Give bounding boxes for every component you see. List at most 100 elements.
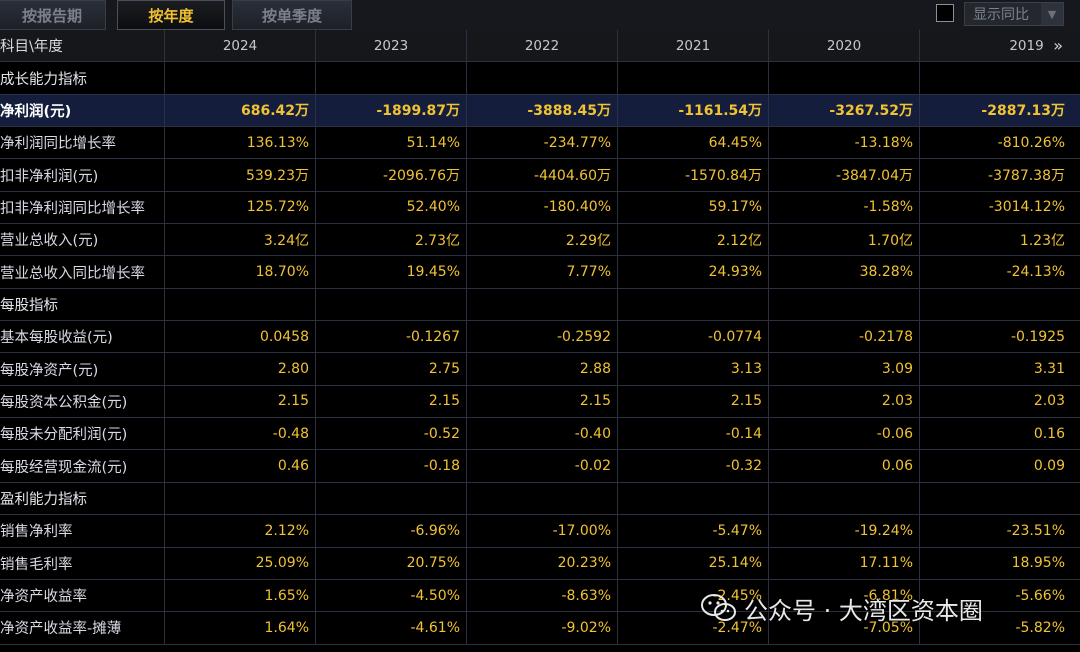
value-cell: -2096.76万 [316,159,467,191]
value-cell: 539.23万 [165,159,316,191]
value-cell [467,288,618,321]
value-cell: 51.14% [316,127,467,159]
value-cell: 25.14% [618,547,769,579]
value-cell: -5.82% [1015,619,1065,636]
value-cell: 18.70% [165,256,316,288]
table-row[interactable]: 基本每股收益(元) 0.0458 -0.1267 -0.2592 -0.0774 -0.2… [0,321,1080,354]
table-row[interactable]: 扣非净利润同比增长率 125.72% 52.40% -180.40% 59.17% -1.… [0,191,1080,225]
table-row[interactable]: 每股资本公积金(元) 2.15 2.15 2.15 2.15 2.03 2.03 [0,385,1080,419]
table-row[interactable]: 销售毛利率 25.09% 20.75% 20.23% 25.14% 17.11% 18.95… [0,547,1080,580]
row-label: 基本每股收益(元) [0,321,165,353]
section-label: 成长能力指标 [0,62,165,94]
value-cell: 2.15 [618,385,769,418]
row-label: 净资产收益率-摊薄 [0,612,165,644]
value-cell: -13.18% [769,127,920,159]
table-row[interactable]: 净资产收益率 1.65% -4.50% -8.63% -2.45% -6.81% -5.66… [0,579,1080,613]
chevron-down-icon[interactable]: ▼ [1041,3,1063,25]
value-cell [618,288,769,321]
value-cell: 1.23亿 [1019,232,1065,249]
table-row[interactable]: 净利润(元) 686.42万 -1899.87万 -3888.45万 -1161.54万… [0,94,1080,128]
row-label: 扣非净利润(元) [0,159,165,191]
value-cell: -6.96% [316,515,467,547]
year-header-label: 2019 [1009,37,1044,54]
section-label: 每股指标 [0,288,165,321]
value-cell: 136.13% [165,127,316,159]
value-cell: -234.77% [467,127,618,159]
period-tab-bar: 按报告期 按年度 按单季度 显示同比 ▼ [0,0,1080,31]
row-label: 每股资本公积金(元) [0,385,165,418]
value-cell: 2.15 [165,385,316,418]
value-cell: -7.05% [769,612,920,644]
value-cell: 2.80 [165,353,316,385]
value-cell: -17.00% [467,515,618,547]
value-cell: 0.06 [769,450,920,482]
year-header[interactable]: 2023 [316,30,467,62]
year-header[interactable]: 2022 [467,30,618,62]
tab-by-report-period[interactable]: 按报告期 [0,0,106,30]
watermark-text: 公众号 · 大湾区资本圈 [744,596,983,625]
value-cell: 7.77% [467,256,618,288]
table-row[interactable]: 每股未分配利润(元) -0.48 -0.52 -0.40 -0.14 -0.06 0.16 [0,418,1080,451]
value-cell: -8.63% [467,579,618,612]
value-cell: 2.12亿 [618,224,769,256]
value-cell: 0.0458 [165,321,316,353]
value-cell: 20.23% [467,547,618,579]
table-row[interactable]: 每股净资产(元) 2.80 2.75 2.88 3.13 3.09 3.31 [0,353,1080,386]
tab-by-quarter[interactable]: 按单季度 [232,0,352,30]
value-cell: 1.70亿 [769,224,920,256]
section-label: 盈利能力指标 [0,482,165,515]
value-cell: -0.1267 [316,321,467,353]
year-header[interactable]: 2024 [165,30,316,62]
value-cell: 25.09% [165,547,316,579]
value-cell: -9.02% [467,612,618,644]
value-cell: 2.15 [316,385,467,418]
value-cell: 2.88 [467,353,618,385]
financial-indicators-table: 科目\年度 2024 2023 2022 2021 2020 2019 » 成长… [0,30,1080,645]
double-chevron-right-icon[interactable]: » [1053,36,1063,55]
table-row[interactable]: 销售净利率 2.12% -6.96% -17.00% -5.47% -19.24% -23.… [0,515,1080,548]
value-cell: -6.81% [769,579,920,612]
table-row[interactable]: 营业总收入(元) 3.24亿 2.73亿 2.29亿 2.12亿 1.70亿 1.23亿 [0,224,1080,257]
value-cell: -2.47% [618,612,769,644]
show-yoy-select[interactable]: 显示同比 ▼ [964,2,1064,26]
value-cell [769,482,920,515]
row-label: 每股净资产(元) [0,353,165,385]
value-cell [467,482,618,515]
year-header[interactable]: 2019 » [920,30,1071,61]
value-cell: -0.2592 [467,321,618,353]
value-cell: -0.0774 [618,321,769,353]
value-cell: -1.58% [769,191,920,224]
row-label: 每股经营现金流(元) [0,450,165,482]
value-cell: -0.52 [316,418,467,450]
value-cell [316,288,467,321]
value-cell: 2.29亿 [467,224,618,256]
value-cell [618,482,769,515]
value-cell: 3.31 [1033,361,1065,378]
value-cell: -3014.12% [988,199,1065,216]
tab-by-year[interactable]: 按年度 [117,0,225,30]
value-cell: -5.47% [618,515,769,547]
value-cell: -5.66% [1015,587,1065,604]
show-yoy-checkbox[interactable] [936,4,954,22]
year-header[interactable]: 2021 [618,30,769,62]
value-cell [920,483,1071,514]
value-cell: 59.17% [618,191,769,224]
value-cell: 125.72% [165,191,316,224]
value-cell: 0.16 [1033,425,1065,442]
section-header-row: 成长能力指标 [0,62,1080,95]
value-cell: 19.45% [316,256,467,288]
table-row[interactable]: 扣非净利润(元) 539.23万 -2096.76万 -4404.60万 -1570.8… [0,159,1080,192]
value-cell: -0.1925 [1010,328,1065,345]
table-row[interactable]: 每股经营现金流(元) 0.46 -0.18 -0.02 -0.32 0.06 0.09 [0,450,1080,483]
year-header[interactable]: 2020 [769,30,920,62]
row-label: 扣非净利润同比增长率 [0,191,165,224]
value-cell: 0.09 [1033,458,1065,475]
table-row[interactable]: 净利润同比增长率 136.13% 51.14% -234.77% 64.45% -13.1… [0,127,1080,160]
value-cell: -24.13% [1006,264,1065,281]
table-row[interactable]: 净资产收益率-摊薄 1.64% -4.61% -9.02% -2.47% -7.05% -5… [0,612,1080,645]
value-cell: -0.06 [769,418,920,450]
value-cell: 2.15 [467,385,618,418]
value-cell [165,62,316,94]
table-row[interactable]: 营业总收入同比增长率 18.70% 19.45% 7.77% 24.93% 38.28% -… [0,256,1080,289]
value-cell: 64.45% [618,127,769,159]
